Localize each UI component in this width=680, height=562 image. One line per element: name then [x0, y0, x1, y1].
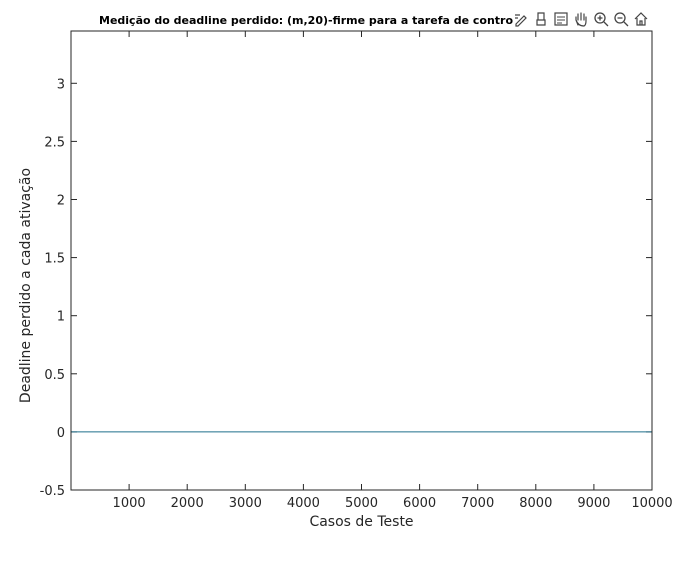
legend-icon[interactable] [552, 10, 570, 28]
plot-area [70, 30, 653, 491]
x-tick-label: 4000 [287, 496, 320, 511]
x-tick-label: 5000 [345, 496, 378, 511]
y-tick-label: 3 [57, 77, 65, 92]
chart-title: Medição do deadline perdido: (m,20)-firm… [99, 14, 514, 27]
x-tick-label: 9000 [577, 496, 610, 511]
x-tick-label: 10000 [631, 496, 672, 511]
y-tick-label: 1.5 [44, 252, 65, 267]
pan-icon[interactable] [572, 10, 590, 28]
x-tick-label: 1000 [113, 496, 146, 511]
y-tick-label: 2 [57, 193, 65, 208]
y-tick-label: 2.5 [44, 135, 65, 150]
home-icon[interactable] [632, 10, 650, 28]
zoom-out-icon[interactable] [612, 10, 630, 28]
y-axis-label: Deadline perdido a cada ativação [18, 168, 34, 403]
x-tick-label: 3000 [229, 496, 262, 511]
edit-icon[interactable] [512, 10, 530, 28]
x-tick-label: 8000 [519, 496, 552, 511]
x-axis-label: Casos de Teste [309, 514, 413, 530]
x-tick-label: 2000 [171, 496, 204, 511]
brush-icon[interactable] [532, 10, 550, 28]
y-tick-label: 0 [57, 426, 65, 441]
x-tick-label: 7000 [461, 496, 494, 511]
x-tick-label: 6000 [403, 496, 436, 511]
y-axis-ticks: -0.5 0 0.5 1 1.5 2 2.5 3 [40, 77, 652, 499]
y-tick-label: 1 [57, 310, 65, 325]
y-tick-label: 0.5 [44, 368, 65, 383]
axes-toolbar [512, 10, 650, 30]
y-tick-label: -0.5 [40, 484, 65, 499]
x-axis-ticks: 1000 2000 3000 4000 5000 6000 7000 8000 9000 1000… [113, 31, 673, 511]
zoom-in-icon[interactable] [592, 10, 610, 28]
